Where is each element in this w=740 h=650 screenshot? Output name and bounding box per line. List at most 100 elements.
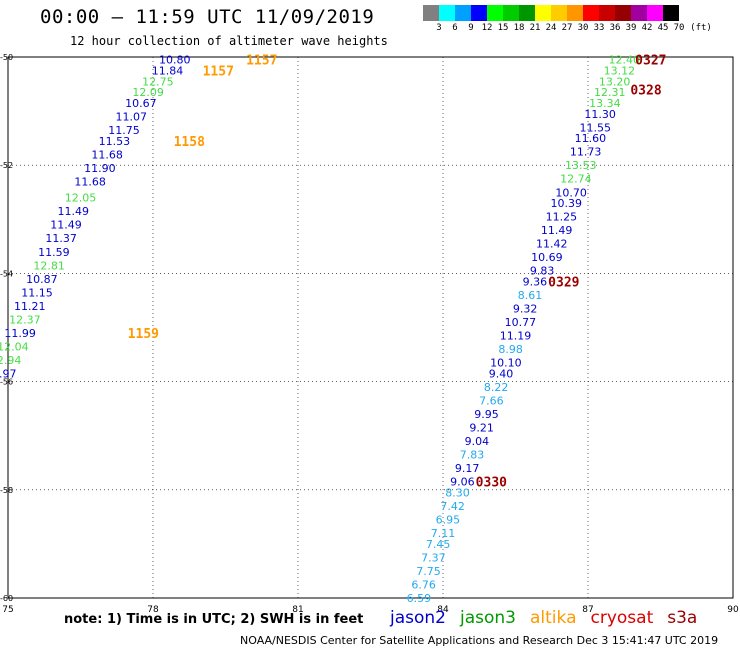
colorbar-label: 33 [593,23,605,33]
pass-time-label: 1157 [246,54,277,69]
wave-height-label: 10.69 [531,251,563,264]
colorbar-label: 24 [545,23,557,33]
wave-height-label: 12.74 [560,173,592,186]
wave-height-label: 9.04 [465,435,490,448]
page-subtitle: 12 hour collection of altimeter wave hei… [70,34,388,48]
colorbar-swatch [663,5,679,21]
wave-height-label: 11.25 [546,211,578,224]
colorbar-swatch [567,5,583,21]
colorbar-label: 9 [468,23,474,33]
wave-height-label: 9.32 [513,303,538,316]
wave-height-label: 11.60 [575,132,607,145]
colorbar-label: 18 [513,23,525,33]
footnote: note: 1) Time is in UTC; 2) SWH is in fe… [64,612,364,627]
wave-height-label: 11.75 [108,124,140,137]
colorbar-swatch [551,5,567,21]
wave-height-label: 8.30 [445,487,470,500]
colorbar-swatch [647,5,663,21]
y-tick-label: -50 [0,53,13,62]
pass-time-label: 1159 [128,327,159,342]
wave-height-label: 9.95 [474,408,499,421]
wave-height-label: 12.40 [609,54,641,67]
wave-height-label: 8.61 [518,289,543,302]
wave-height-label: 6.95 [436,514,461,527]
colorbar-swatch [519,5,535,21]
colorbar-label: 70 [673,23,685,33]
wave-height-label: 12.81 [33,259,65,272]
colorbar-swatch [535,5,551,21]
wave-height-label: 11.84 [152,65,184,78]
wave-height-label: 10.70 [555,186,587,199]
wave-height-label: 12.31 [594,86,626,99]
wave-height-label: 11.37 [45,232,77,245]
colorbar-label: (ft) [690,23,712,33]
wave-height-label: 7.45 [426,538,451,551]
legend-jason3: jason3 [460,608,516,628]
colorbar-labels: 3 6 9 12 15 18 21 24 27 30 33 36 39 42 45 70 (ft) [423,23,740,35]
y-tick-label: -54 [0,269,13,278]
colorbar-label: 39 [625,23,637,33]
pass-time-label: 0328 [630,83,661,98]
colorbar-swatch [423,5,439,21]
wave-height-label: 11.73 [570,146,602,159]
pass-time-label: 1157 [203,65,234,80]
colorbar-swatch [615,5,631,21]
colorbar-swatch [455,5,471,21]
wave-height-label: 7.42 [440,500,465,513]
credit-line: NOAA/NESDIS Center for Satellite Applica… [240,634,719,647]
wave-height-label: 11.55 [580,121,612,134]
y-tick-label: -60 [0,594,13,603]
wave-height-label: 13.34 [589,97,621,110]
pass-time-label: 0330 [476,476,507,491]
wave-height-label: 11.49 [541,224,573,237]
colorbar-label: 27 [561,23,573,33]
colorbar-swatch [631,5,647,21]
colorbar-swatch [487,5,503,21]
satellite-legend: jason2 jason3 altika cryosat s3a [390,608,711,628]
plot-frame [7,56,734,599]
pass-time-label: 1158 [174,135,205,150]
wave-height-label: 6.76 [411,578,436,591]
colorbar-label: 15 [497,23,509,33]
wave-height-label: 6.59 [407,592,432,605]
wave-height-label: 10.10 [490,357,522,370]
wave-height-label: 11.49 [50,219,82,232]
wave-height-label: 11.49 [58,205,90,218]
wave-height-label: 11.68 [74,175,106,188]
colorbar-label: 6 [452,23,458,33]
colorbar-label: 45 [657,23,669,33]
y-tick-label: -52 [0,161,13,170]
legend-s3a: s3a [667,608,698,628]
wave-height-label: 9.06 [450,476,475,489]
wave-height-label: 9.17 [455,462,480,475]
wave-height-label: 10.67 [125,97,157,110]
colorbar-label: 30 [577,23,589,33]
pass-time-label: 0329 [548,276,579,291]
wave-height-label: 11.59 [38,246,70,259]
colorbar-label: 3 [436,23,442,33]
colorbar-swatch [599,5,615,21]
wave-height-label: 9.36 [523,276,548,289]
y-tick-label: -56 [0,378,13,387]
wave-height-label: 11.15 [21,286,53,299]
wave-height-label: 11.42 [536,238,568,251]
legend-jason2: jason2 [390,608,446,628]
wave-height-label: 11.30 [584,108,616,121]
y-tick-label: -58 [0,486,13,495]
x-tick-label: 75 [2,605,13,615]
x-tick-label: 81 [292,605,303,615]
wave-height-label: 10.87 [26,273,58,286]
wave-height-label: 9.21 [469,422,494,435]
wave-height-label: 11.90 [84,162,116,175]
wave-height-label: 12.37 [9,313,41,326]
wave-height-label: 7.37 [421,551,446,564]
wave-height-label: 11.68 [91,148,123,161]
wave-height-label: 8.98 [498,343,523,356]
colorbar-swatch [471,5,487,21]
wave-height-label: 7.83 [460,449,485,462]
wave-height-label: 13.20 [599,75,631,88]
colorbar-label: 21 [529,23,541,33]
colorbar-swatch [439,5,455,21]
x-tick-label: 87 [582,605,593,615]
wave-height-label: 12.09 [132,86,164,99]
